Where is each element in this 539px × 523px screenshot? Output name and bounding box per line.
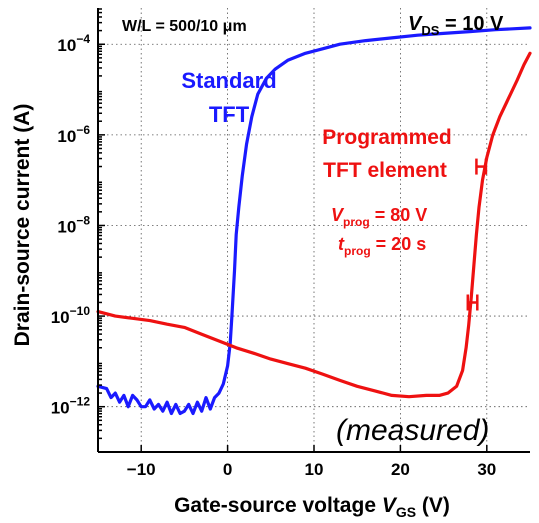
standard-tft-label-line1: Standard [181,68,276,93]
measured-annotation: (measured) [336,414,489,447]
x-axis-title: Gate-source voltage VGS (V) [174,494,450,520]
x-tick-label: 0 [223,460,232,479]
y-tick-label: 10−12 [51,395,91,418]
ticks: −10 0 10 20 30 10−12 10−10 10−8 10−6 10−4 [51,8,496,479]
standard-tft-curve [96,26,532,416]
programmed-tft-label-line1: Programmed [322,126,452,149]
geometry-annotation: W/L = 500/10 μm [122,18,247,35]
tprog-annotation: tprog = 20 s [338,234,426,258]
y-tick-label: 10−6 [57,123,90,146]
y-tick-label: 10−8 [57,213,90,236]
grid [98,8,530,452]
standard-tft-label-line2: TFT [209,102,250,127]
vds-annotation: VDS = 10 V [408,13,504,38]
y-axis-title: Drain-source current (A) [11,104,34,347]
y-tick-label: 10−4 [57,32,90,55]
y-tick-label: 10−10 [51,304,91,327]
x-tick-label: −10 [127,460,156,479]
x-tick-label: 30 [477,460,496,479]
vprog-annotation: Vprog = 80 V [331,205,427,229]
curves [96,26,532,416]
programmed-tft-label-line2: TFT element [323,159,447,182]
x-tick-label: 20 [391,460,410,479]
x-tick-label: 10 [305,460,324,479]
